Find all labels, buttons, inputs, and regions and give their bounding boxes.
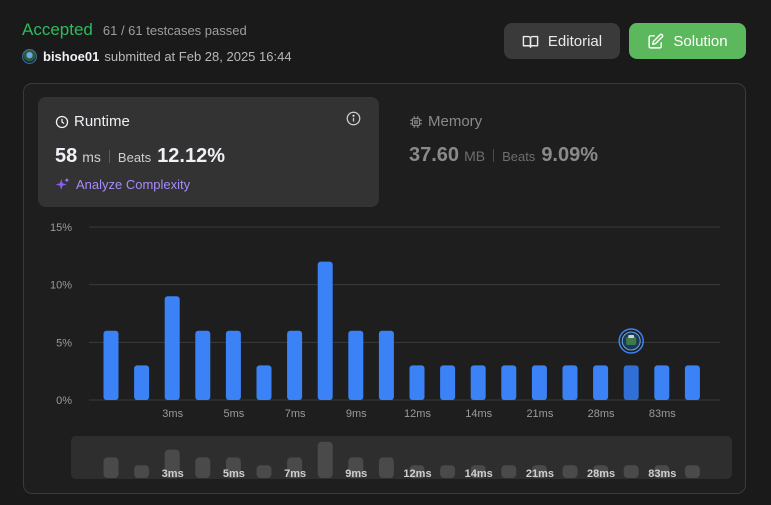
- info-icon[interactable]: [346, 111, 361, 126]
- chip-icon: [410, 115, 422, 128]
- memory-title: Memory: [409, 113, 598, 130]
- runtime-beats-value: 12.12%: [157, 145, 226, 167]
- runtime-metric: 58 ms Beats 12.12%: [55, 145, 225, 168]
- avatar[interactable]: [22, 49, 37, 64]
- runtime-value: 58: [55, 145, 78, 167]
- testcases-passed: 61 / 61 testcases passed: [102, 23, 247, 38]
- clock-icon: [55, 115, 69, 128]
- submission-header: Accepted 61 / 61 testcases passed bishoe…: [22, 20, 292, 64]
- username-link[interactable]: bishoe01: [43, 49, 100, 64]
- memory-card[interactable]: Memory 37.60 MB Beats 9.09%: [409, 113, 598, 167]
- memory-metric: 37.60 MB Beats 9.09%: [409, 144, 598, 167]
- editorial-label: Editorial: [547, 32, 603, 50]
- memory-beats-label: Beats: [502, 149, 536, 164]
- memory-unit: MB: [464, 148, 486, 164]
- edit-icon: [648, 33, 664, 49]
- runtime-unit: ms: [82, 149, 101, 165]
- solution-label: Solution: [673, 32, 728, 50]
- separator: [493, 149, 495, 162]
- editorial-button[interactable]: Editorial: [504, 23, 620, 59]
- submitted-time: submitted at Feb 28, 2025 16:44: [104, 49, 292, 64]
- runtime-card[interactable]: Runtime 58 ms Beats 12.12% Analyze Compl…: [38, 97, 379, 207]
- runtime-beats-label: Beats: [117, 150, 152, 165]
- runtime-title: Runtime: [55, 113, 130, 130]
- memory-title-label: Memory: [428, 113, 483, 130]
- sparkle-icon: [55, 177, 70, 191]
- separator: [108, 150, 110, 163]
- analyze-complexity-label: Analyze Complexity: [76, 177, 191, 192]
- book-icon: [522, 35, 539, 48]
- accepted-status: Accepted: [22, 20, 93, 39]
- analyze-complexity-link[interactable]: Analyze Complexity: [55, 177, 190, 192]
- performance-panel: Runtime 58 ms Beats 12.12% Analyze Compl…: [23, 83, 746, 494]
- memory-value: 37.60: [409, 144, 460, 166]
- submitter-line: bishoe01 submitted at Feb 28, 2025 16:44: [22, 49, 292, 64]
- solution-button[interactable]: Solution: [629, 23, 746, 59]
- runtime-title-label: Runtime: [74, 113, 130, 130]
- memory-beats-value: 9.09%: [541, 144, 599, 166]
- status-line: Accepted 61 / 61 testcases passed: [22, 20, 292, 40]
